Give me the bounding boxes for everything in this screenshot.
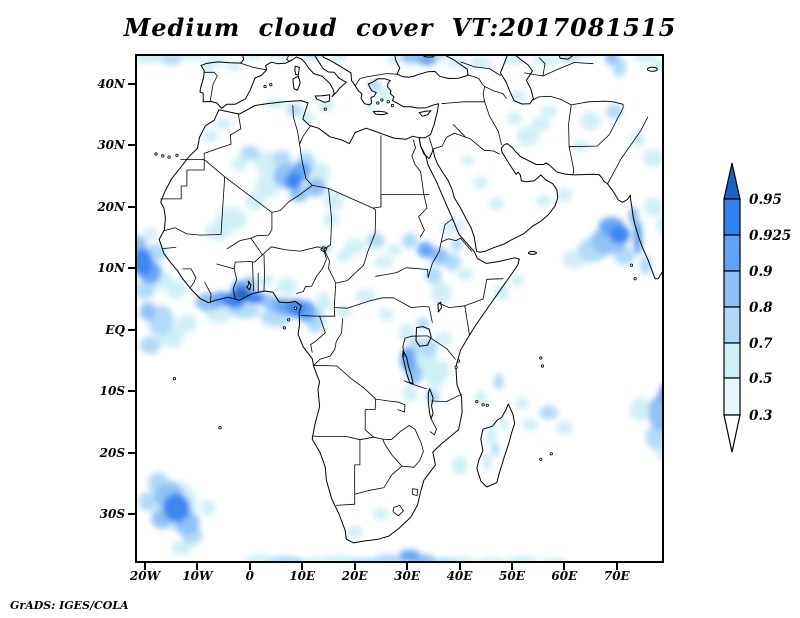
svg-text:0.9: 0.9 <box>749 264 773 280</box>
lon-tick-label: 60E <box>551 569 578 583</box>
lat-tick-label: 40N <box>97 77 125 91</box>
lat-tick-mark <box>128 513 135 515</box>
lon-tick-label: 50E <box>499 569 525 583</box>
lon-tick-label: 20W <box>129 569 161 583</box>
svg-text:0.7: 0.7 <box>749 336 773 352</box>
lat-tick-label: 20N <box>97 199 125 214</box>
lon-tick-mark <box>615 563 618 570</box>
lat-tick-label: 20S <box>99 445 125 460</box>
lat-tick-mark <box>128 205 135 208</box>
lat-tick-label: EQ <box>105 322 125 337</box>
lat-tick-label: 10S <box>99 384 125 399</box>
map-canvas: .co{fill:none;stroke:#000;stroke-width:1… <box>135 54 664 563</box>
lon-tick-mark <box>406 563 409 570</box>
lon-tick-label: 0 <box>245 569 254 583</box>
lat-tick-mark <box>128 390 135 393</box>
colorbar: 0.95 0.925 0.9 0.8 0.7 0.5 0.3 <box>723 162 791 453</box>
svg-text:0.95: 0.95 <box>749 192 782 208</box>
svg-text:0.925: 0.925 <box>749 228 791 244</box>
lat-tick-label: 10N <box>97 261 125 276</box>
lat-tick-mark <box>128 83 135 85</box>
lat-tick-mark <box>128 451 135 454</box>
lat-tick-label: 30S <box>99 507 125 521</box>
lat-tick-mark <box>128 267 135 270</box>
lon-tick-label: 10E <box>289 569 316 583</box>
svg-text:0.8: 0.8 <box>749 300 773 316</box>
footer-credit: GrADS: IGES/COLA <box>10 599 129 612</box>
lat-tick-mark <box>128 328 135 331</box>
lon-tick-mark <box>353 563 356 570</box>
lat-tick-label: 30N <box>97 138 125 153</box>
lat-tick-mark <box>128 144 135 147</box>
svg-text:0.5: 0.5 <box>749 371 773 387</box>
lon-tick-mark <box>458 563 461 570</box>
lon-tick-mark <box>196 563 199 570</box>
lon-tick-label: 70E <box>603 569 630 583</box>
lon-tick-label: 20E <box>341 569 368 583</box>
lon-tick-label: 10W <box>182 569 213 583</box>
lon-tick-mark <box>301 563 304 570</box>
lon-tick-mark <box>563 563 566 570</box>
lon-tick-mark <box>248 563 251 570</box>
lon-tick-mark <box>510 563 513 570</box>
svg-text:0.3: 0.3 <box>749 408 773 424</box>
lon-tick-mark <box>143 563 146 570</box>
plot-title: Medium cloud cover VT:2017081515 <box>123 13 677 42</box>
lon-tick-label: 30E <box>394 569 421 583</box>
lon-tick-label: 40E <box>446 569 473 583</box>
